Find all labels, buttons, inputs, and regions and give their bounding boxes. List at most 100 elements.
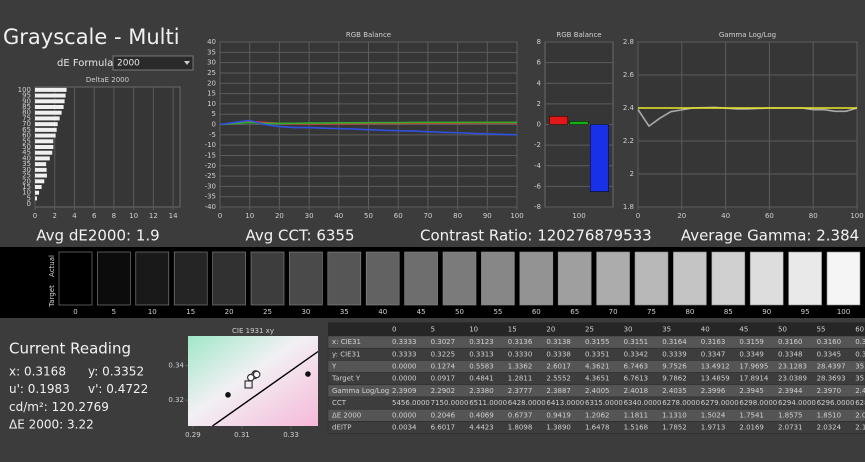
swatch-level: 40 (378, 308, 387, 316)
swatch-level: 20 (225, 308, 234, 316)
x-tick-label: 4 (72, 212, 77, 220)
table-cell: 0.3351 (585, 350, 610, 358)
x-tick-label: 14 (169, 212, 178, 220)
y-tick-label: 35 (207, 48, 216, 56)
plot-points (212, 351, 318, 426)
gray-swatch (788, 251, 822, 306)
y-tick-label: -6 (534, 182, 542, 190)
column-header: 20 (546, 326, 555, 334)
y-tick-label: 0.34 (168, 361, 184, 369)
table-cell: 2.0169 (739, 424, 764, 432)
swatch-row-label: Target (48, 285, 56, 308)
y-tick-label: -25 (205, 172, 216, 180)
table-cell: 0.3136 (508, 338, 533, 346)
table-row-bg (327, 421, 865, 434)
table-cell: 0.2046 (431, 411, 456, 419)
y-tick-label: 85 (22, 103, 31, 111)
y-tick-label: 45 (22, 149, 31, 157)
swatch-level: 90 (762, 308, 771, 316)
table-cell: 0.3163 (701, 338, 726, 346)
column-header: 45 (739, 326, 748, 334)
x-tick-label: 2 (52, 212, 56, 220)
table-cell: 0.4069 (469, 411, 494, 419)
table-cell: 0.3151 (624, 338, 649, 346)
table-cell: 0.3138 (546, 338, 571, 346)
y-tick-label: 2.8 (623, 38, 634, 46)
table-cell: 6413.0000 (546, 399, 584, 407)
formula-select[interactable] (112, 55, 194, 71)
table-cell: 0.6737 (508, 411, 533, 419)
table-cell: 6298.0000 (739, 399, 777, 407)
table-cell: 0.3339 (662, 350, 687, 358)
reading-point (252, 370, 261, 379)
swatch-level: 75 (647, 308, 656, 316)
x-tick-label: 0 (33, 212, 37, 220)
bar (35, 190, 40, 195)
table-cell: 1.2811 (508, 375, 533, 383)
y-tick-label: 8 (537, 38, 541, 46)
x-tick-label: 80 (453, 212, 462, 220)
x-tick-label: 80 (809, 212, 818, 220)
table-cell: 2.3380 (469, 387, 494, 395)
table-cell: 0.3225 (431, 350, 456, 358)
y-tick-label: 5 (212, 110, 216, 118)
y-tick-label: 0 (537, 121, 541, 129)
gray-swatch (481, 251, 515, 306)
y-tick-label: 55 (22, 137, 31, 145)
x-tick-label: 20 (275, 212, 284, 220)
summary-stat: Contrast Ratio: 120276879533 (420, 227, 652, 245)
table-cell: 0.3348 (778, 350, 803, 358)
table-cell: 0.3313 (469, 350, 494, 358)
bar (35, 150, 53, 155)
y-tick-label: 90 (22, 97, 31, 105)
gray-swatch (826, 251, 861, 306)
y-tick-label: 60 (22, 132, 31, 140)
table-cell: 0.3164 (662, 338, 687, 346)
chart-title: RGB Balance (346, 31, 391, 39)
y-tick-label: -10 (205, 141, 216, 149)
y-tick-label: -35 (205, 193, 216, 201)
table-cell: 0.3345 (817, 350, 842, 358)
table-cell: 0.0917 (431, 375, 456, 383)
y-tick-label: 80 (22, 109, 31, 117)
formula-value: 2000 (117, 59, 140, 69)
bar (35, 196, 37, 201)
table-cell: 1.7852 (662, 424, 687, 432)
chart-title: Gamma Log/Log (719, 31, 776, 39)
table-cell: 0.3347 (701, 350, 726, 358)
x-tick-label: 0 (636, 212, 640, 220)
y-tick-label: 5 (27, 194, 31, 202)
table-cell: 2.6017 (546, 363, 571, 371)
gray-swatch (557, 251, 592, 306)
table-cell: 6315.0000 (585, 399, 623, 407)
x-tick-label: 40 (721, 212, 730, 220)
reading-value: x: 0.3168 (9, 365, 66, 379)
chart-title: RGB Balance (556, 31, 601, 39)
y-tick-label: 0 (27, 200, 31, 208)
y-tick-label: 75 (22, 114, 31, 122)
table-cell: 23.0389 (778, 375, 807, 383)
row-label: x: CIE31 (332, 338, 361, 346)
x-tick-label: 50 (364, 212, 373, 220)
swatch-level: 35 (340, 308, 349, 316)
gray-swatch (365, 251, 400, 306)
gray-swatch (173, 251, 208, 306)
table-cell: 6285.0 (855, 399, 865, 407)
column-header: 60 (855, 326, 864, 334)
table-cell: 6294.0000 (778, 399, 816, 407)
table-cell: 1.5024 (701, 411, 726, 419)
column-header: 0 (392, 326, 396, 334)
bar (35, 99, 65, 104)
swatch-level: 25 (263, 308, 272, 316)
table-cell: 6511.0000 (469, 399, 507, 407)
table-cell: 1.5168 (624, 424, 649, 432)
table-cell: 2.0877 (855, 411, 865, 419)
y-tick-label: 30 (22, 166, 31, 174)
summary-stat: Average Gamma: 2.384 (681, 227, 859, 245)
row-label: Target Y (331, 375, 361, 383)
gray-swatch (634, 251, 669, 306)
table-cell: 0.3027 (431, 338, 456, 346)
table-cell: 6.7613 (624, 375, 649, 383)
gray-swatch (749, 251, 784, 306)
series-line (219, 119, 518, 136)
